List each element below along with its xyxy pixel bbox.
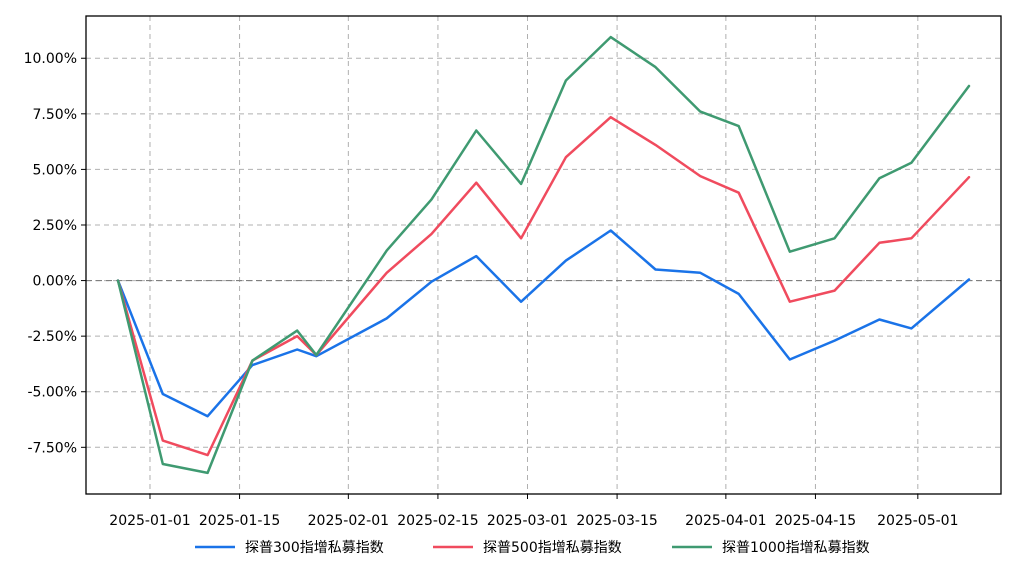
x-tick-label: 2025-01-15: [199, 513, 280, 529]
x-tick-label: 2025-05-01: [877, 513, 958, 529]
legend: 探普300指增私募指数 探普500指增私募指数 探普1000指增私募指数: [195, 540, 870, 556]
y-tick-label: -5.00%: [27, 385, 77, 401]
x-tick-label: 2025-03-01: [487, 513, 568, 529]
x-tick-label: 2025-02-01: [308, 513, 389, 529]
x-tick-label: 2025-02-15: [397, 513, 478, 529]
legend-label-1: 探普300指增私募指数: [245, 540, 384, 556]
series-line-1: [116, 229, 971, 418]
y-tick-label: -7.50%: [27, 440, 77, 456]
series-lines: [116, 35, 971, 475]
grid-lines: [86, 16, 1001, 494]
y-tick-label: 0.00%: [33, 274, 77, 290]
series-line-3: [116, 35, 971, 475]
legend-label-3: 探普1000指增私募指数: [722, 540, 870, 556]
x-tick-label: 2025-04-15: [775, 513, 856, 529]
y-tick-label: 2.50%: [33, 218, 77, 234]
x-tick-label: 2025-04-01: [685, 513, 766, 529]
y-tick-label: 5.00%: [33, 162, 77, 178]
y-axis: -7.50% -5.00% -2.50% 0.00% 2.50% 5.00% 7.50% 10…: [24, 51, 86, 456]
legend-label-2: 探普500指增私募指数: [483, 540, 622, 556]
x-tick-label: 2025-03-15: [576, 513, 657, 529]
y-tick-label: 10.00%: [24, 51, 77, 67]
x-axis: 2025-01-01 2025-01-15 2025-02-01 2025-02-15…: [109, 494, 959, 529]
y-tick-label: -2.50%: [27, 329, 77, 345]
plot-area-frame: [85, 15, 1002, 495]
series-line-2: [116, 115, 971, 457]
y-tick-label: 7.50%: [33, 107, 77, 123]
x-tick-label: 2025-01-01: [109, 513, 190, 529]
